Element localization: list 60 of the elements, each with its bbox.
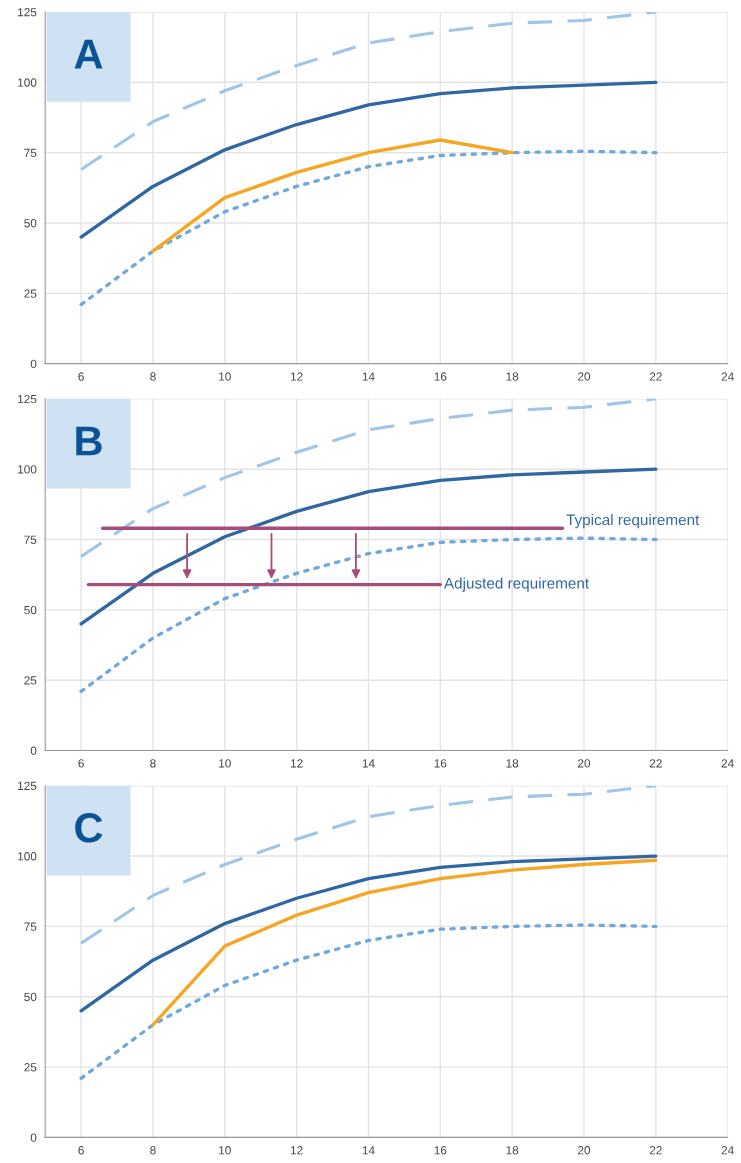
y-tick-label: 100 bbox=[18, 465, 37, 474]
x-tick-label: 24 bbox=[721, 1146, 734, 1155]
x-tick-label: 10 bbox=[219, 759, 231, 768]
x-tick-label: 20 bbox=[578, 759, 591, 768]
x-tick-label: 10 bbox=[219, 372, 231, 381]
y-tick-label: 75 bbox=[24, 922, 37, 931]
x-tick-label: 8 bbox=[150, 759, 156, 768]
line-series bbox=[79, 80, 658, 239]
line-series bbox=[79, 536, 658, 694]
y-tick-label: 125 bbox=[18, 394, 37, 404]
x-tick-label: 14 bbox=[362, 759, 375, 768]
x-tick-label: 12 bbox=[290, 1146, 303, 1155]
x-tick-label: 24 bbox=[721, 759, 734, 768]
y-tick-label: 100 bbox=[18, 78, 37, 87]
x-tick-label: 8 bbox=[150, 372, 156, 381]
x-tick-label: 6 bbox=[78, 372, 84, 381]
x-tick-label: 24 bbox=[721, 372, 734, 381]
x-tick-label: 18 bbox=[506, 372, 519, 381]
x-tick-label: 20 bbox=[578, 372, 591, 381]
line-series bbox=[79, 854, 658, 1013]
x-tick-label: 16 bbox=[434, 372, 447, 381]
line-series bbox=[79, 923, 658, 1080]
y-tick-label: 125 bbox=[18, 8, 37, 17]
x-tick-label: 18 bbox=[506, 759, 519, 768]
x-tick-label: 22 bbox=[649, 372, 662, 381]
y-tick-label: 50 bbox=[24, 605, 37, 615]
y-tick-label: 75 bbox=[24, 535, 37, 544]
x-tick-label: 14 bbox=[362, 372, 375, 381]
x-tick-label: 16 bbox=[434, 759, 447, 768]
line-series bbox=[151, 858, 658, 1027]
text: B bbox=[76, 426, 102, 456]
line-series bbox=[151, 138, 514, 253]
x-tick-label: 8 bbox=[150, 1146, 156, 1155]
x-tick-label: 6 bbox=[78, 1146, 84, 1155]
text: C bbox=[75, 813, 103, 843]
x-tick-label: 22 bbox=[649, 759, 662, 768]
y-tick-label: 0 bbox=[30, 746, 37, 755]
y-tick-label: 25 bbox=[24, 676, 37, 685]
y-tick-label: 0 bbox=[30, 1133, 37, 1142]
text: A bbox=[74, 39, 103, 69]
x-tick-label: 20 bbox=[578, 1146, 591, 1155]
y-tick-label: 25 bbox=[24, 289, 37, 298]
y-tick-label: 75 bbox=[24, 148, 37, 158]
y-tick-label: 0 bbox=[30, 359, 37, 369]
x-tick-label: 16 bbox=[434, 1146, 447, 1155]
y-tick-label: 125 bbox=[18, 781, 37, 791]
y-tick-label: 50 bbox=[24, 992, 37, 1002]
x-tick-label: 22 bbox=[649, 1146, 662, 1155]
y-tick-label: 50 bbox=[24, 219, 37, 228]
x-tick-label: 6 bbox=[78, 759, 84, 768]
x-tick-label: 12 bbox=[290, 759, 303, 768]
y-tick-label: 100 bbox=[18, 852, 37, 861]
x-tick-label: 12 bbox=[290, 372, 303, 381]
x-tick-label: 18 bbox=[506, 1146, 519, 1155]
x-tick-label: 14 bbox=[362, 1146, 375, 1155]
x-tick-label: 10 bbox=[219, 1146, 231, 1155]
series-label: Adjusted requirement bbox=[443, 577, 590, 592]
series-label: Typical requirement bbox=[566, 514, 700, 529]
y-tick-label: 25 bbox=[24, 1063, 37, 1072]
line-series bbox=[79, 149, 658, 307]
